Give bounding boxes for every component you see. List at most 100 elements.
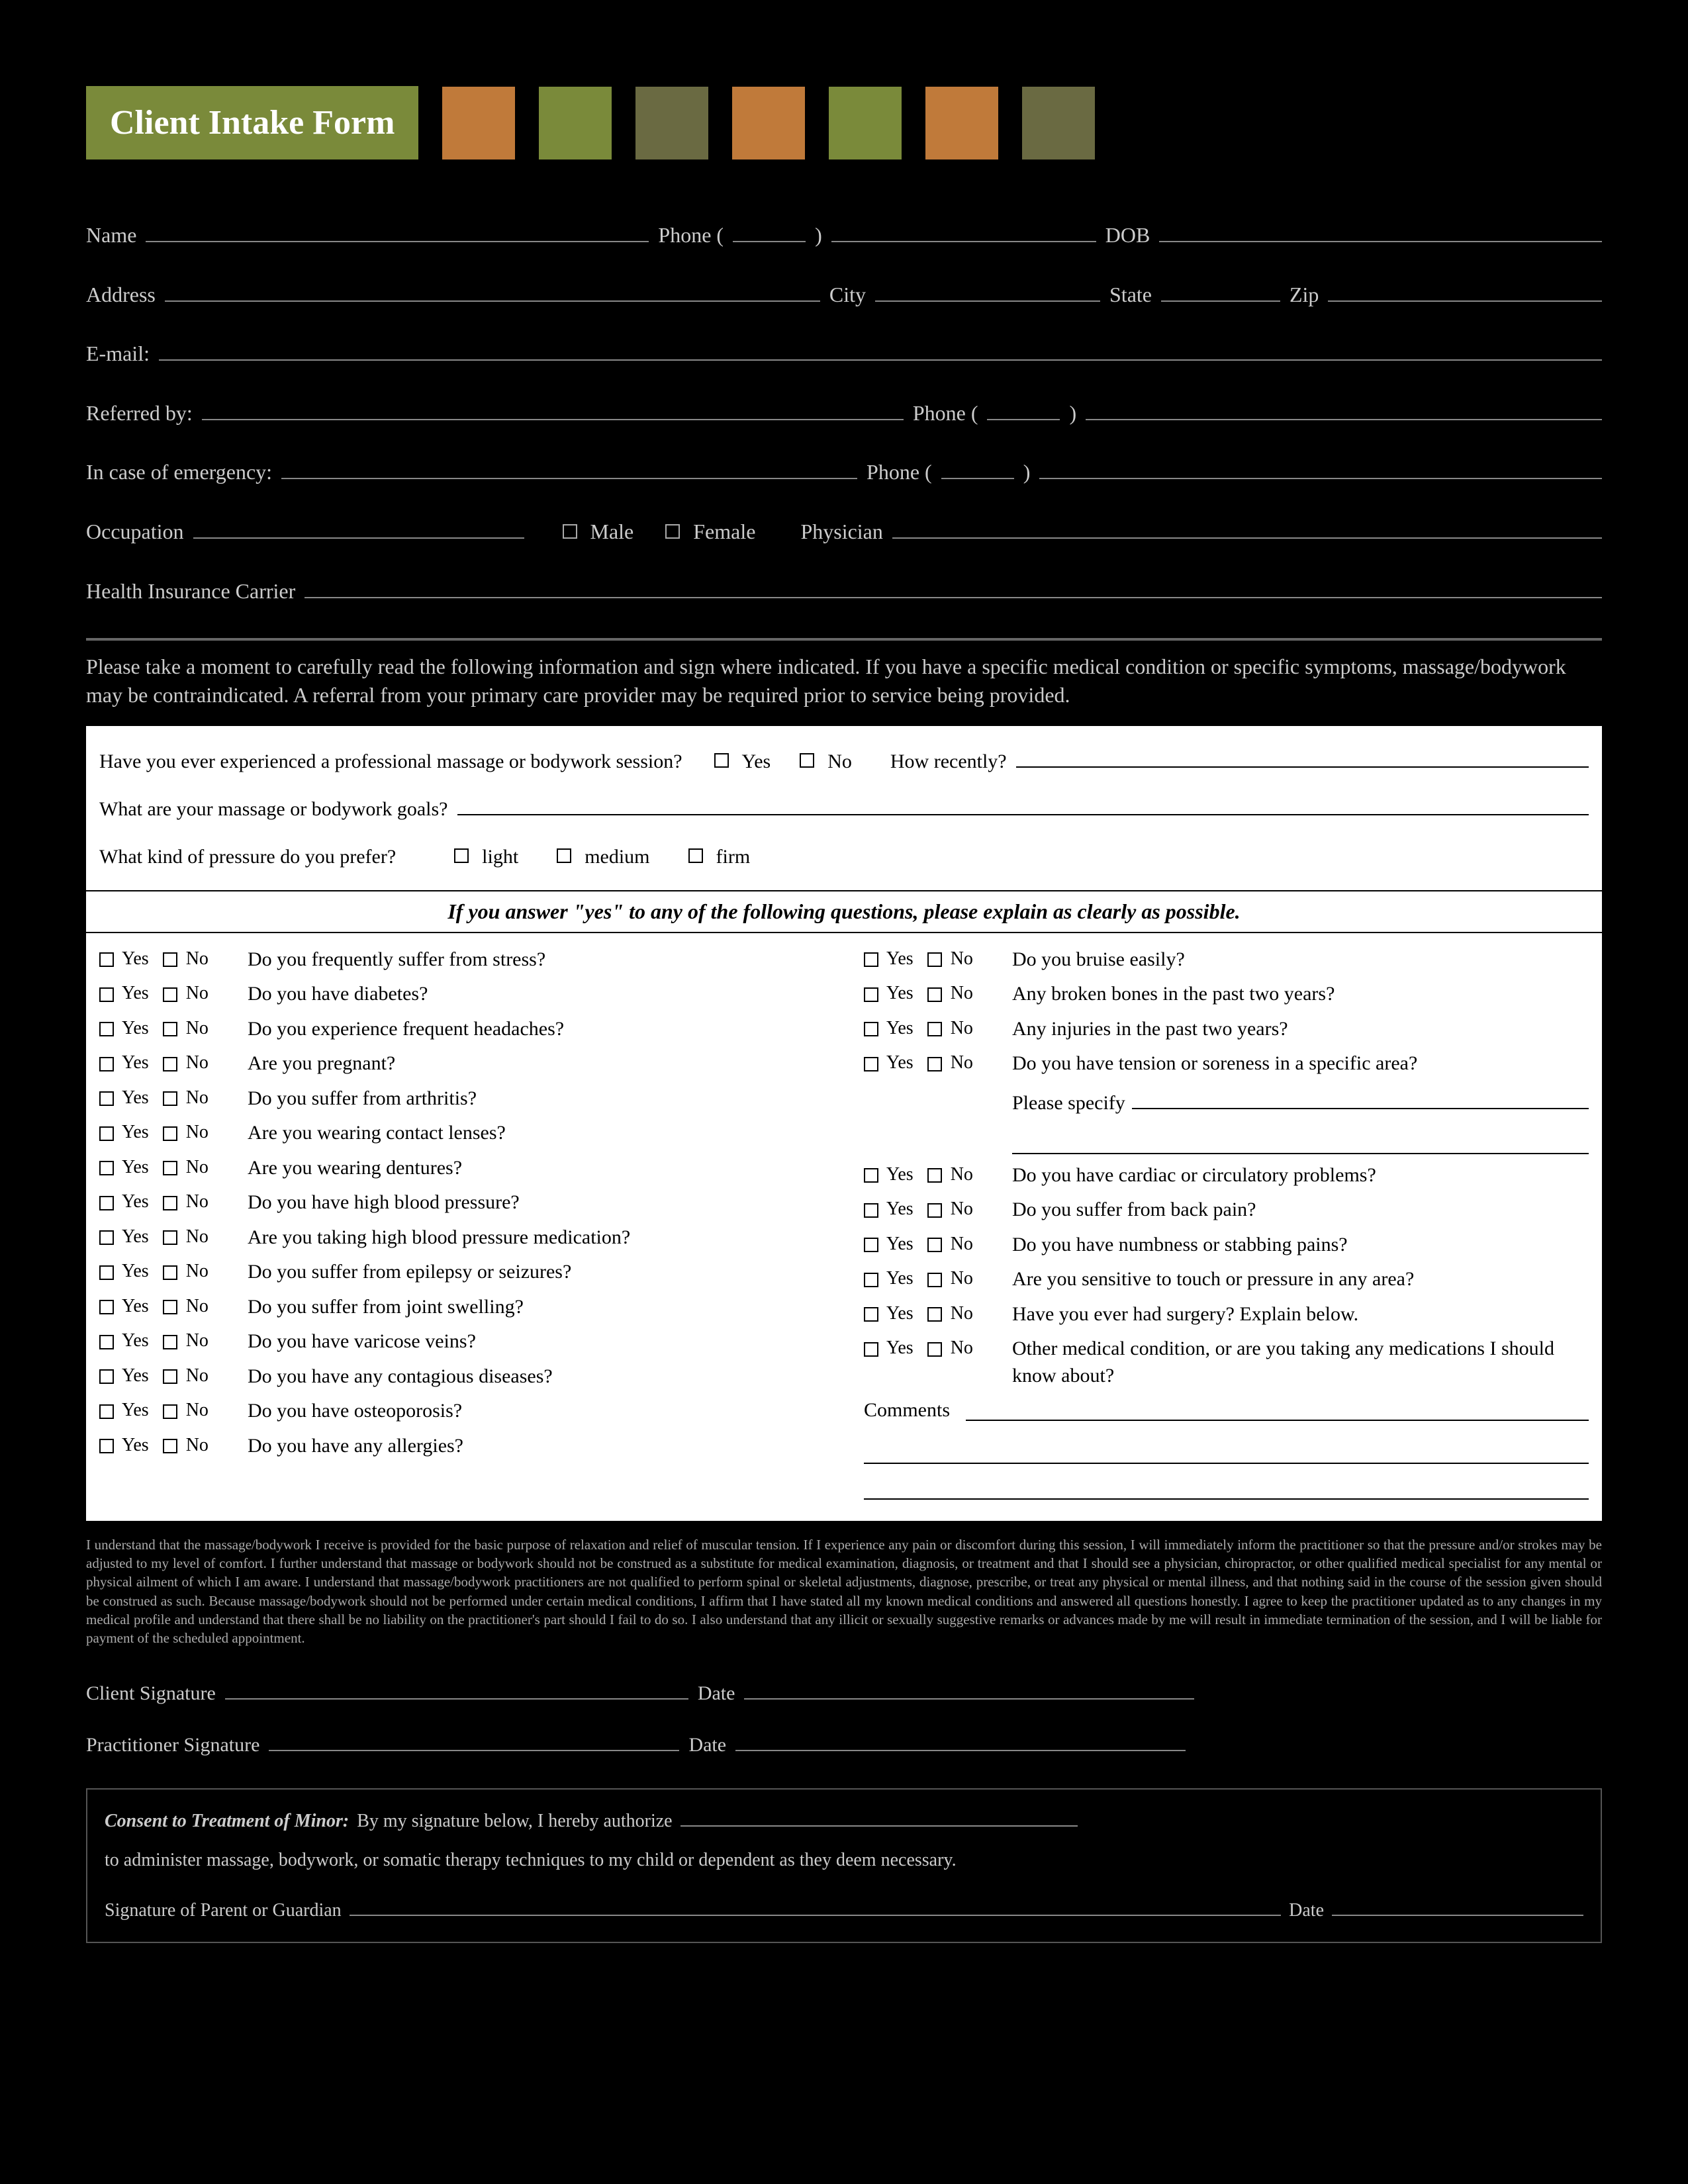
checkbox-no[interactable] [927, 987, 942, 1002]
checkbox-yes[interactable] [99, 1369, 114, 1384]
checkbox-no[interactable] [927, 1022, 942, 1036]
input-phone2-num[interactable] [1086, 394, 1602, 420]
checkbox-no[interactable] [163, 1439, 177, 1453]
input-phone-area[interactable] [733, 217, 806, 242]
checkbox-yes[interactable] [864, 987, 878, 1002]
input-address[interactable] [165, 276, 820, 301]
checkbox-yes[interactable] [864, 1057, 878, 1071]
checkbox-yes[interactable] [99, 1091, 114, 1106]
input-pract-sig[interactable] [269, 1727, 679, 1751]
checkbox-no[interactable] [927, 952, 942, 967]
minor-text2: to administer massage, bodywork, or soma… [105, 1844, 957, 1876]
checkbox-yes[interactable] [99, 952, 114, 967]
input-phone3-num[interactable] [1039, 454, 1602, 479]
checkbox-exp-yes[interactable] [714, 753, 729, 768]
checkbox-no[interactable] [163, 1161, 177, 1175]
input-specify-line2[interactable] [1012, 1122, 1589, 1154]
input-specify[interactable] [1132, 1085, 1589, 1109]
input-client-date[interactable] [744, 1676, 1194, 1700]
label-email: E-mail: [86, 324, 150, 384]
input-comments-line[interactable] [864, 1468, 1589, 1500]
checkbox-yes[interactable] [864, 1022, 878, 1036]
input-referred[interactable] [202, 394, 904, 420]
input-email[interactable] [159, 336, 1602, 361]
question-row: Yes NoDo you have tension or soreness in… [864, 1046, 1589, 1081]
input-guardian-sig[interactable] [350, 1895, 1281, 1916]
input-dob[interactable] [1159, 217, 1602, 242]
input-city[interactable] [875, 276, 1100, 301]
question-row: Yes NoAny broken bones in the past two y… [864, 977, 1589, 1012]
checkbox-no[interactable] [927, 1342, 942, 1357]
swatch-7 [1022, 87, 1095, 159]
checkbox-yes[interactable] [864, 1273, 878, 1287]
please-specify-row: Please specify [864, 1081, 1589, 1118]
input-phone2-area[interactable] [987, 394, 1060, 420]
question-row: Yes NoAre you sensitive to touch or pres… [864, 1262, 1589, 1297]
checkbox-yes[interactable] [864, 1168, 878, 1183]
input-pract-date[interactable] [735, 1727, 1186, 1751]
checkbox-no[interactable] [163, 1230, 177, 1245]
checkbox-no[interactable] [163, 1300, 177, 1314]
checkbox-no[interactable] [163, 1196, 177, 1210]
input-occupation[interactable] [193, 514, 524, 539]
question-label: Are you pregnant? [248, 1050, 395, 1077]
checkbox-no[interactable] [163, 1022, 177, 1036]
checkbox-no[interactable] [927, 1273, 942, 1287]
checkbox-no[interactable] [163, 1369, 177, 1384]
checkbox-no[interactable] [927, 1168, 942, 1183]
checkbox-no[interactable] [163, 1057, 177, 1071]
checkbox-yes[interactable] [99, 1126, 114, 1141]
input-zip[interactable] [1328, 276, 1602, 301]
checkbox-yes[interactable] [864, 1203, 878, 1218]
checkbox-yes[interactable] [864, 1342, 878, 1357]
label-light: light [482, 833, 518, 881]
label-how-recently: How recently? [890, 738, 1007, 786]
input-comments-line[interactable] [864, 1432, 1589, 1464]
checkbox-yes[interactable] [99, 1300, 114, 1314]
checkbox-no[interactable] [927, 1307, 942, 1322]
checkbox-firm[interactable] [688, 848, 703, 863]
checkbox-no[interactable] [163, 952, 177, 967]
checkbox-yes[interactable] [99, 1057, 114, 1071]
checkbox-male[interactable] [563, 524, 577, 539]
checkbox-yes[interactable] [864, 1307, 878, 1322]
checkbox-no[interactable] [163, 1265, 177, 1280]
question-row: Yes NoOther medical condition, or are yo… [864, 1332, 1589, 1393]
checkbox-yes[interactable] [99, 1161, 114, 1175]
checkbox-female[interactable] [665, 524, 680, 539]
input-emergency[interactable] [281, 454, 857, 479]
checkbox-yes[interactable] [864, 1238, 878, 1252]
checkbox-yes[interactable] [864, 952, 878, 967]
checkbox-yes[interactable] [99, 1335, 114, 1349]
checkbox-no[interactable] [163, 1404, 177, 1419]
input-phone3-area[interactable] [941, 454, 1014, 479]
checkbox-yes[interactable] [99, 1230, 114, 1245]
checkbox-yes[interactable] [99, 1265, 114, 1280]
input-name[interactable] [146, 217, 649, 242]
checkbox-no[interactable] [927, 1057, 942, 1071]
input-goals[interactable] [457, 792, 1589, 815]
input-client-sig[interactable] [225, 1676, 688, 1700]
input-physician[interactable] [892, 514, 1602, 539]
checkbox-yes[interactable] [99, 1196, 114, 1210]
input-phone-num[interactable] [831, 217, 1096, 242]
input-minor-authorize[interactable] [680, 1806, 1078, 1827]
input-insurance[interactable] [305, 572, 1602, 598]
input-state[interactable] [1161, 276, 1280, 301]
checkbox-no[interactable] [163, 1335, 177, 1349]
input-how-recently[interactable] [1016, 744, 1589, 768]
checkbox-yes[interactable] [99, 987, 114, 1002]
checkbox-yes[interactable] [99, 1404, 114, 1419]
checkbox-light[interactable] [454, 848, 469, 863]
checkbox-medium[interactable] [557, 848, 571, 863]
checkbox-no[interactable] [927, 1238, 942, 1252]
checkbox-exp-no[interactable] [800, 753, 814, 768]
checkbox-no[interactable] [927, 1203, 942, 1218]
checkbox-yes[interactable] [99, 1439, 114, 1453]
checkbox-no[interactable] [163, 1091, 177, 1106]
checkbox-yes[interactable] [99, 1022, 114, 1036]
input-minor-date[interactable] [1332, 1895, 1583, 1916]
checkbox-no[interactable] [163, 987, 177, 1002]
input-comments[interactable] [966, 1397, 1589, 1421]
checkbox-no[interactable] [163, 1126, 177, 1141]
